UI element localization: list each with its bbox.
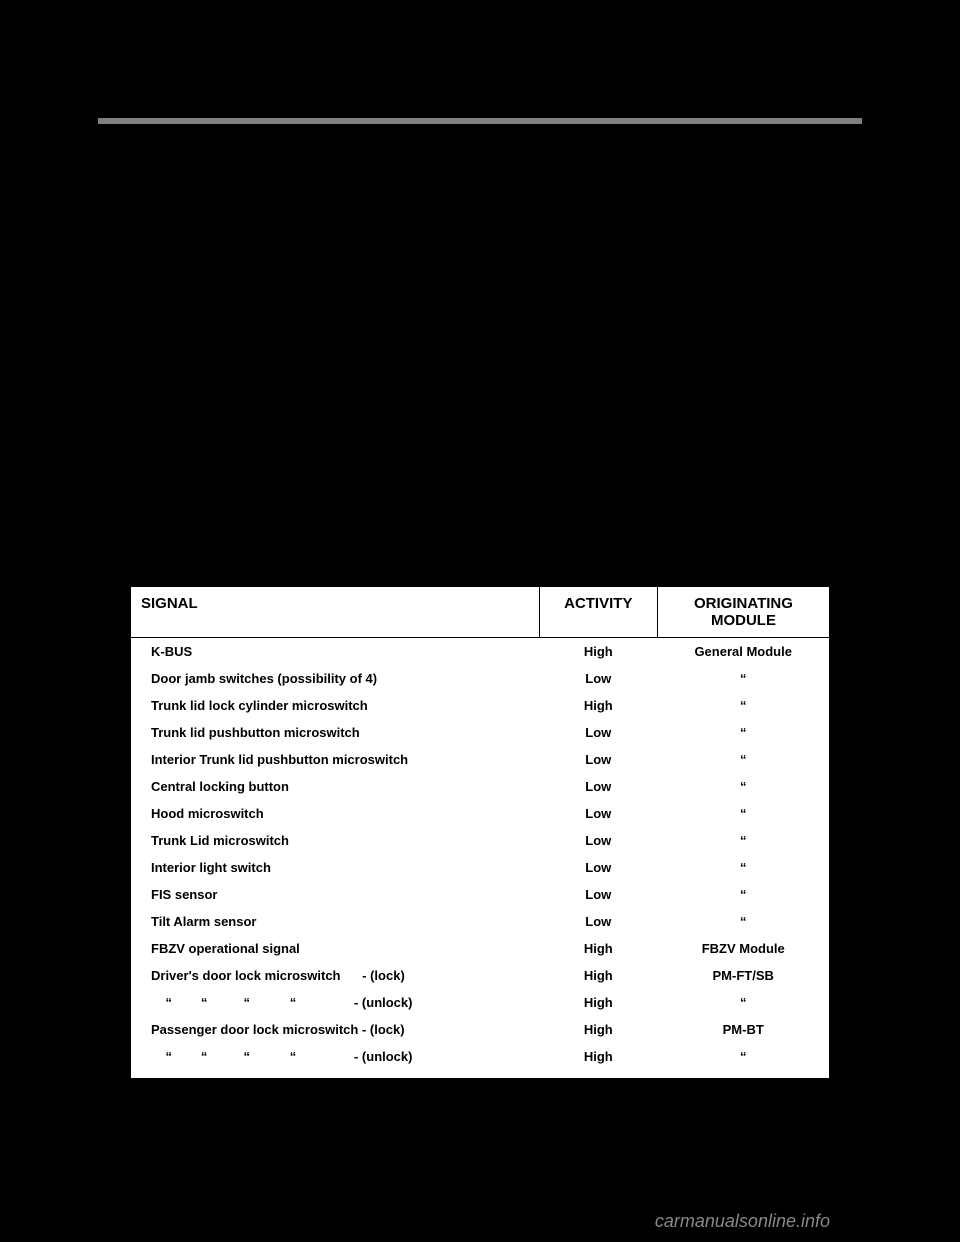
cell-origin: PM-FT/SB bbox=[657, 962, 829, 989]
cell-activity: Low bbox=[539, 854, 657, 881]
cell-activity: Low bbox=[539, 881, 657, 908]
cell-activity: High bbox=[539, 989, 657, 1016]
cell-signal: “ “ “ “ - (unlock) bbox=[131, 989, 540, 1016]
cell-origin: FBZV Module bbox=[657, 935, 829, 962]
table-body: K-BUS High General Module Door jamb swit… bbox=[131, 638, 830, 1079]
header-signal: SIGNAL bbox=[131, 587, 540, 638]
cell-signal: FBZV operational signal bbox=[131, 935, 540, 962]
table-row: “ “ “ “ - (unlock) High “ bbox=[131, 989, 830, 1016]
cell-origin: “ bbox=[657, 1043, 829, 1079]
cell-signal: Door jamb switches (possibility of 4) bbox=[131, 665, 540, 692]
cell-activity: Low bbox=[539, 773, 657, 800]
cell-origin: PM-BT bbox=[657, 1016, 829, 1043]
cell-activity: High bbox=[539, 935, 657, 962]
cell-origin: “ bbox=[657, 665, 829, 692]
cell-origin: “ bbox=[657, 989, 829, 1016]
page-divider bbox=[98, 118, 862, 124]
cell-origin: “ bbox=[657, 773, 829, 800]
cell-signal: Interior Trunk lid pushbutton microswitc… bbox=[131, 746, 540, 773]
cell-signal: K-BUS bbox=[131, 638, 540, 666]
cell-activity: Low bbox=[539, 665, 657, 692]
cell-origin: “ bbox=[657, 800, 829, 827]
cell-signal: Tilt Alarm sensor bbox=[131, 908, 540, 935]
table-row: Trunk Lid microswitch Low “ bbox=[131, 827, 830, 854]
cell-activity: High bbox=[539, 962, 657, 989]
table-row: Central locking button Low “ bbox=[131, 773, 830, 800]
table-row: Passenger door lock microswitch - (lock)… bbox=[131, 1016, 830, 1043]
table-row: Trunk lid pushbutton microswitch Low “ bbox=[131, 719, 830, 746]
signal-table: SIGNAL ACTIVITY ORIGINATING MODULE K-BUS… bbox=[130, 586, 830, 1079]
signal-table-container: SIGNAL ACTIVITY ORIGINATING MODULE K-BUS… bbox=[130, 586, 830, 1079]
table-row: Trunk lid lock cylinder microswitch High… bbox=[131, 692, 830, 719]
cell-signal: Trunk lid lock cylinder microswitch bbox=[131, 692, 540, 719]
table-row: Tilt Alarm sensor Low “ bbox=[131, 908, 830, 935]
cell-signal: Trunk lid pushbutton microswitch bbox=[131, 719, 540, 746]
table-row: Door jamb switches (possibility of 4) Lo… bbox=[131, 665, 830, 692]
cell-origin: “ bbox=[657, 719, 829, 746]
cell-origin: “ bbox=[657, 746, 829, 773]
cell-origin: “ bbox=[657, 908, 829, 935]
cell-activity: Low bbox=[539, 719, 657, 746]
cell-signal: Driver's door lock microswitch - (lock) bbox=[131, 962, 540, 989]
cell-activity: High bbox=[539, 1043, 657, 1079]
table-header-row: SIGNAL ACTIVITY ORIGINATING MODULE bbox=[131, 587, 830, 638]
table-row: Driver's door lock microswitch - (lock) … bbox=[131, 962, 830, 989]
cell-signal: Passenger door lock microswitch - (lock) bbox=[131, 1016, 540, 1043]
cell-activity: Low bbox=[539, 746, 657, 773]
table-row: K-BUS High General Module bbox=[131, 638, 830, 666]
cell-activity: Low bbox=[539, 827, 657, 854]
cell-signal: “ “ “ “ - (unlock) bbox=[131, 1043, 540, 1079]
cell-activity: High bbox=[539, 692, 657, 719]
cell-origin: “ bbox=[657, 881, 829, 908]
cell-signal: Interior light switch bbox=[131, 854, 540, 881]
cell-activity: Low bbox=[539, 800, 657, 827]
table-row: Interior Trunk lid pushbutton microswitc… bbox=[131, 746, 830, 773]
cell-activity: Low bbox=[539, 908, 657, 935]
header-origin: ORIGINATING MODULE bbox=[657, 587, 829, 638]
watermark-text: carmanualsonline.info bbox=[655, 1211, 830, 1232]
table-row: FIS sensor Low “ bbox=[131, 881, 830, 908]
cell-activity: High bbox=[539, 1016, 657, 1043]
cell-signal: Hood microswitch bbox=[131, 800, 540, 827]
header-activity: ACTIVITY bbox=[539, 587, 657, 638]
cell-origin: “ bbox=[657, 692, 829, 719]
table-row: FBZV operational signal High FBZV Module bbox=[131, 935, 830, 962]
table-row: Hood microswitch Low “ bbox=[131, 800, 830, 827]
table-row: “ “ “ “ - (unlock) High “ bbox=[131, 1043, 830, 1079]
cell-origin: “ bbox=[657, 827, 829, 854]
cell-signal: FIS sensor bbox=[131, 881, 540, 908]
cell-signal: Central locking button bbox=[131, 773, 540, 800]
cell-origin: General Module bbox=[657, 638, 829, 666]
table-row: Interior light switch Low “ bbox=[131, 854, 830, 881]
cell-signal: Trunk Lid microswitch bbox=[131, 827, 540, 854]
cell-activity: High bbox=[539, 638, 657, 666]
cell-origin: “ bbox=[657, 854, 829, 881]
